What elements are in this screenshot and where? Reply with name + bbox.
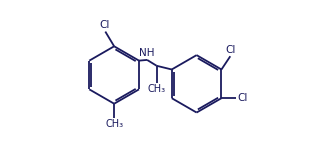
Text: Cl: Cl <box>99 20 110 30</box>
Text: NH: NH <box>139 48 155 58</box>
Text: CH₃: CH₃ <box>105 119 123 129</box>
Text: Cl: Cl <box>237 93 248 103</box>
Text: Cl: Cl <box>225 45 236 56</box>
Text: CH₃: CH₃ <box>148 84 166 94</box>
